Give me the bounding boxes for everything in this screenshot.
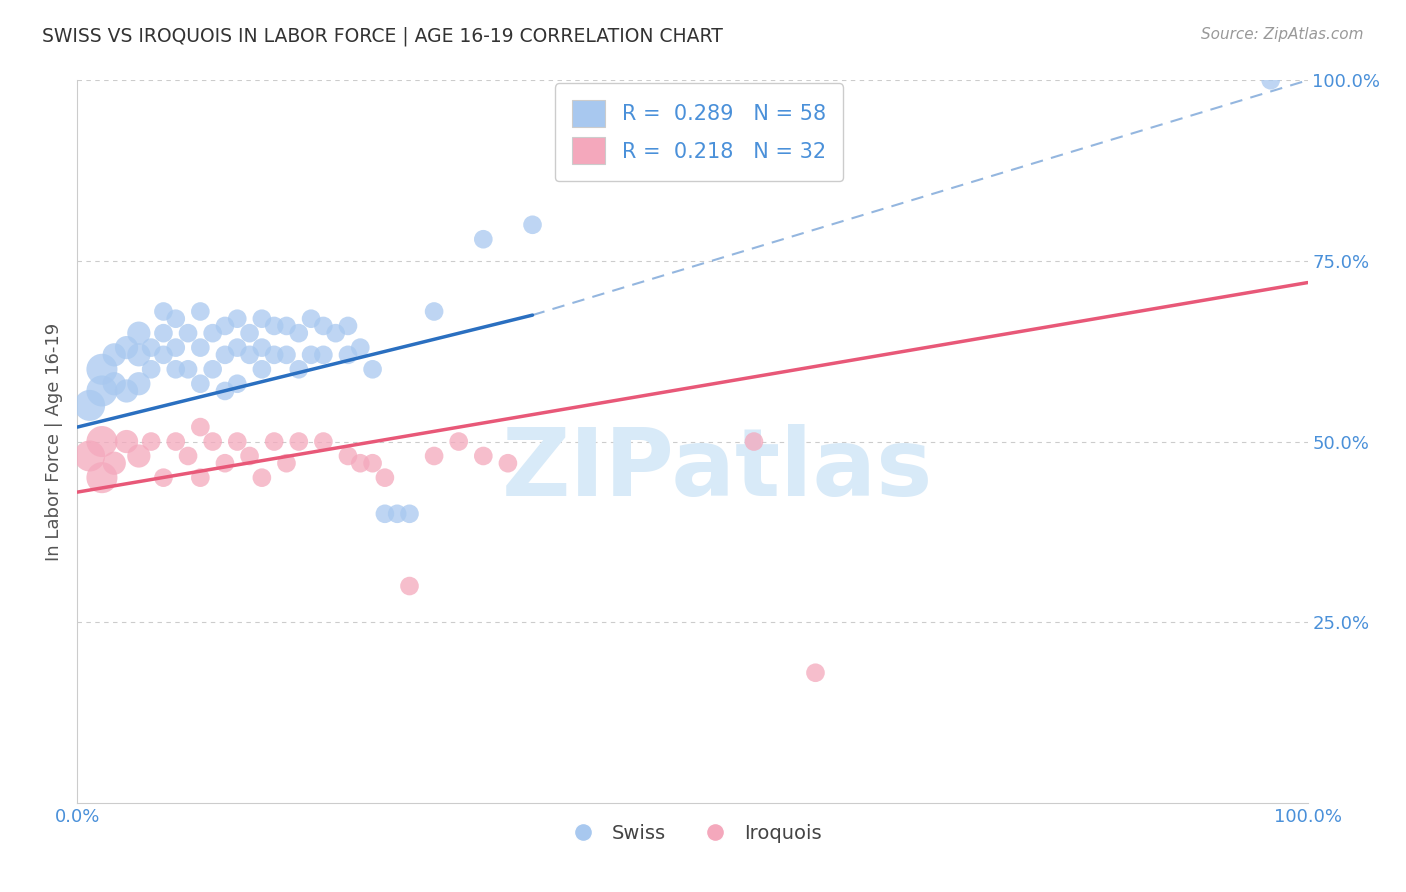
Point — [128, 326, 150, 340]
Point — [214, 384, 236, 398]
Point — [239, 449, 262, 463]
Point — [152, 348, 174, 362]
Point — [239, 326, 262, 340]
Point — [214, 318, 236, 333]
Point — [152, 326, 174, 340]
Point — [423, 304, 446, 318]
Point — [214, 456, 236, 470]
Point — [398, 507, 420, 521]
Point — [385, 507, 409, 521]
Point — [423, 449, 446, 463]
Point — [177, 449, 200, 463]
Point — [226, 341, 249, 355]
Point — [312, 318, 335, 333]
Point — [115, 434, 138, 449]
Point — [201, 362, 224, 376]
Point — [276, 348, 298, 362]
Point — [188, 341, 212, 355]
Point — [141, 341, 163, 355]
Point — [250, 470, 273, 484]
Text: Source: ZipAtlas.com: Source: ZipAtlas.com — [1201, 27, 1364, 42]
Point — [1260, 73, 1282, 87]
Point — [374, 507, 396, 521]
Point — [263, 434, 285, 449]
Point — [226, 434, 249, 449]
Point — [115, 341, 138, 355]
Point — [79, 398, 101, 412]
Point — [250, 341, 273, 355]
Point — [349, 456, 371, 470]
Point — [90, 470, 114, 484]
Point — [152, 470, 174, 484]
Point — [103, 456, 125, 470]
Point — [90, 434, 114, 449]
Point — [312, 434, 335, 449]
Point — [128, 376, 150, 391]
Point — [299, 348, 322, 362]
Point — [188, 376, 212, 391]
Point — [165, 434, 187, 449]
Point — [165, 341, 187, 355]
Point — [447, 434, 470, 449]
Point — [128, 449, 150, 463]
Point — [288, 326, 311, 340]
Point — [349, 341, 371, 355]
Point — [115, 384, 138, 398]
Point — [374, 470, 396, 484]
Point — [325, 326, 347, 340]
Point — [177, 326, 200, 340]
Point — [165, 362, 187, 376]
Point — [103, 348, 125, 362]
Point — [288, 362, 311, 376]
Point — [79, 449, 101, 463]
Point — [201, 434, 224, 449]
Point — [177, 362, 200, 376]
Point — [398, 579, 420, 593]
Point — [337, 348, 360, 362]
Text: SWISS VS IROQUOIS IN LABOR FORCE | AGE 16-19 CORRELATION CHART: SWISS VS IROQUOIS IN LABOR FORCE | AGE 1… — [42, 27, 723, 46]
Point — [188, 304, 212, 318]
Point — [522, 218, 544, 232]
Point — [742, 434, 765, 449]
Y-axis label: In Labor Force | Age 16-19: In Labor Force | Age 16-19 — [45, 322, 63, 561]
Point — [226, 376, 249, 391]
Point — [226, 311, 249, 326]
Point — [361, 456, 384, 470]
Point — [103, 376, 125, 391]
Point — [239, 348, 262, 362]
Point — [263, 318, 285, 333]
Point — [472, 449, 495, 463]
Point — [250, 362, 273, 376]
Legend: Swiss, Iroquois: Swiss, Iroquois — [555, 816, 830, 851]
Point — [299, 311, 322, 326]
Point — [165, 311, 187, 326]
Point — [250, 311, 273, 326]
Point — [141, 434, 163, 449]
Point — [188, 420, 212, 434]
Point — [804, 665, 827, 680]
Point — [263, 348, 285, 362]
Point — [141, 362, 163, 376]
Point — [214, 348, 236, 362]
Point — [152, 304, 174, 318]
Point — [288, 434, 311, 449]
Point — [128, 348, 150, 362]
Point — [276, 456, 298, 470]
Text: ZIPatlas: ZIPatlas — [502, 425, 932, 516]
Point — [201, 326, 224, 340]
Point — [90, 384, 114, 398]
Point — [361, 362, 384, 376]
Point — [90, 362, 114, 376]
Point — [337, 318, 360, 333]
Point — [312, 348, 335, 362]
Point — [337, 449, 360, 463]
Point — [472, 232, 495, 246]
Point — [188, 470, 212, 484]
Point — [276, 318, 298, 333]
Point — [496, 456, 519, 470]
